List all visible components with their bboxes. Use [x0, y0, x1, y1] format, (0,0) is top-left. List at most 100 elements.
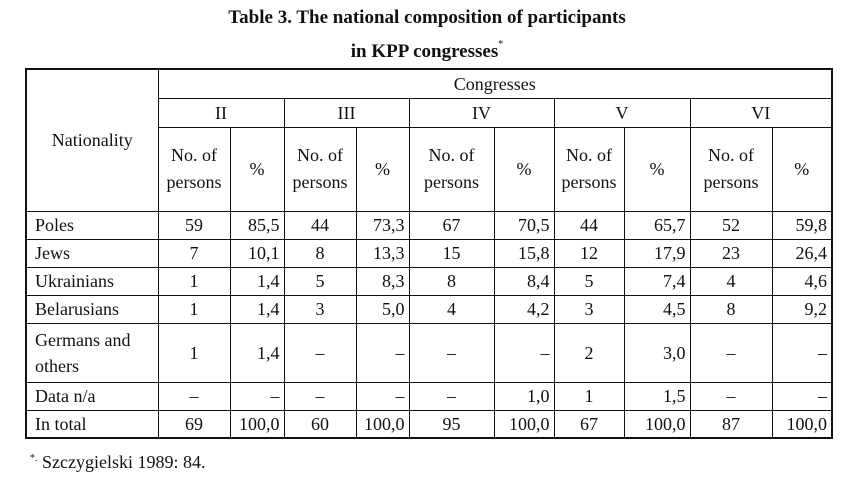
table-cell: 60 [283, 409, 357, 439]
table-cell: 8 [408, 266, 495, 296]
congress-header: III [283, 97, 410, 128]
title: Table 3. The national composition of par… [0, 4, 854, 65]
table-cell: 73,3 [355, 210, 410, 240]
table-cell: – [689, 322, 773, 383]
table-cell: 15,8 [493, 238, 555, 268]
table-cell: 1,0 [493, 381, 555, 411]
table-cell: 17,9 [623, 238, 691, 268]
sub-header: % [623, 126, 691, 212]
table-cell: 3 [283, 294, 357, 324]
table-cell: 4,2 [493, 294, 555, 324]
table-cell: 8,4 [493, 266, 555, 296]
table-cell: – [493, 322, 555, 383]
table-cell: 67 [408, 210, 495, 240]
table-cell: 5,0 [355, 294, 410, 324]
table-cell: 95 [408, 409, 495, 439]
table-cell: 1 [157, 322, 231, 383]
table-row: In total 69 100,0 60 100,0 95 100,0 67 100,0 87 10… [25, 409, 833, 439]
row-label: Data n/a [25, 381, 159, 411]
sub-header: No. of persons [157, 126, 231, 212]
sub-header: % [229, 126, 285, 212]
congress-header: VI [689, 97, 833, 128]
congress-header: IV [408, 97, 555, 128]
footnote: *. Szczygielski 1989: 84. [30, 452, 205, 473]
sub-header-text: No. of persons [703, 145, 759, 192]
table-cell: 52 [689, 210, 773, 240]
title-text: in KPP congresses [350, 41, 499, 62]
table-cell: 7 [157, 238, 231, 268]
table-cell: 1,4 [229, 294, 285, 324]
header-row: No. of persons% No. of persons% No. of per… [26, 126, 833, 212]
sub-header-text: No. of persons [561, 145, 617, 192]
table-cell: 1,5 [623, 381, 691, 411]
table-cell: – [355, 381, 410, 411]
table-row: Data n/a – – – – –1,0 1 1,5– – [25, 381, 833, 411]
table-cell: – [408, 322, 495, 383]
table-cell: 100,0 [771, 409, 833, 439]
header-row: II III IV V VI [26, 97, 833, 128]
row-label: Germans and others [25, 322, 159, 383]
table-cell: – [283, 381, 357, 411]
table-cell: 4 [689, 266, 773, 296]
table-row: Belarusians 1 1,4 3 5,0 4 4,2 3 4,5 8 9,2 [25, 294, 833, 324]
table-cell: 100,0 [355, 409, 410, 439]
table-cell: 2 [553, 322, 625, 383]
table-cell: 3 [553, 294, 625, 324]
table-cell: 8 [689, 294, 773, 324]
table-cell: – [157, 381, 231, 411]
table-cell: 4,6 [771, 266, 833, 296]
table-cell: 10,1 [229, 238, 285, 268]
table-cell: 1,4 [229, 322, 285, 383]
sub-header: No. of persons [689, 126, 773, 212]
sub-header-text: No. of persons [424, 145, 479, 192]
table-row: Ukrainians 1 1,4 5 8,3 8 8,4 5 7,4 4 4,6 [25, 266, 833, 296]
footnote-text: Szczygielski 1989: 84. [42, 452, 206, 472]
footnote-mark: *. [30, 453, 38, 464]
table-cell: 7,4 [623, 266, 691, 296]
sub-header: No. of persons [408, 126, 495, 212]
table-cell: 26,4 [771, 238, 833, 268]
table-cell: 69 [157, 409, 231, 439]
sub-header: % [493, 126, 555, 212]
congress-header: V [553, 97, 691, 128]
row-label: Jews [25, 238, 159, 268]
table-cell: 12 [553, 238, 625, 268]
table-cell: 4,5 [623, 294, 691, 324]
table-cell: – [689, 381, 773, 411]
table-cell: 44 [283, 210, 357, 240]
table-cell: 3,0 [623, 322, 691, 383]
title-line: in KPP congresses* [0, 31, 854, 65]
sub-header: No. of persons [283, 126, 357, 212]
sub-header-text: No. of persons [166, 145, 222, 192]
sub-header-text: No. of persons [292, 145, 348, 192]
table-cell: 5 [553, 266, 625, 296]
table-cell: 100,0 [229, 409, 285, 439]
table-cell: 67 [553, 409, 625, 439]
table-cell: 85,5 [229, 210, 285, 240]
row-label: Poles [25, 210, 159, 240]
table-cell: 1 [553, 381, 625, 411]
row-label: Ukrainians [25, 266, 159, 296]
table-cell: 59 [157, 210, 231, 240]
row-label: Belarusians [25, 294, 159, 324]
table-cell: – [771, 381, 833, 411]
table-cell: 23 [689, 238, 773, 268]
table-cell: 1,4 [229, 266, 285, 296]
table-cell: 4 [408, 294, 495, 324]
table-cell: 65,7 [623, 210, 691, 240]
table-cell: 8 [283, 238, 357, 268]
nationality-header: Nationality [25, 68, 159, 212]
table-cell: 70,5 [493, 210, 555, 240]
sub-header: % [355, 126, 410, 212]
table-cell: 1 [157, 294, 231, 324]
table-cell: – [355, 322, 410, 383]
table-cell: 44 [553, 210, 625, 240]
congress-header: II [157, 97, 285, 128]
group-header: Congresses [157, 68, 833, 99]
table-row: Jews 7 10,1 8 13,3 15 15,8 12 17,9 23 26,4 [25, 238, 833, 268]
header-row: Nationality Congresses [25, 68, 833, 212]
table-cell: 87 [689, 409, 773, 439]
table-row: Poles 59 85,5 44 73,3 67 70,5 44 65,7 52 59,8 [25, 210, 833, 240]
table-cell: 13,3 [355, 238, 410, 268]
